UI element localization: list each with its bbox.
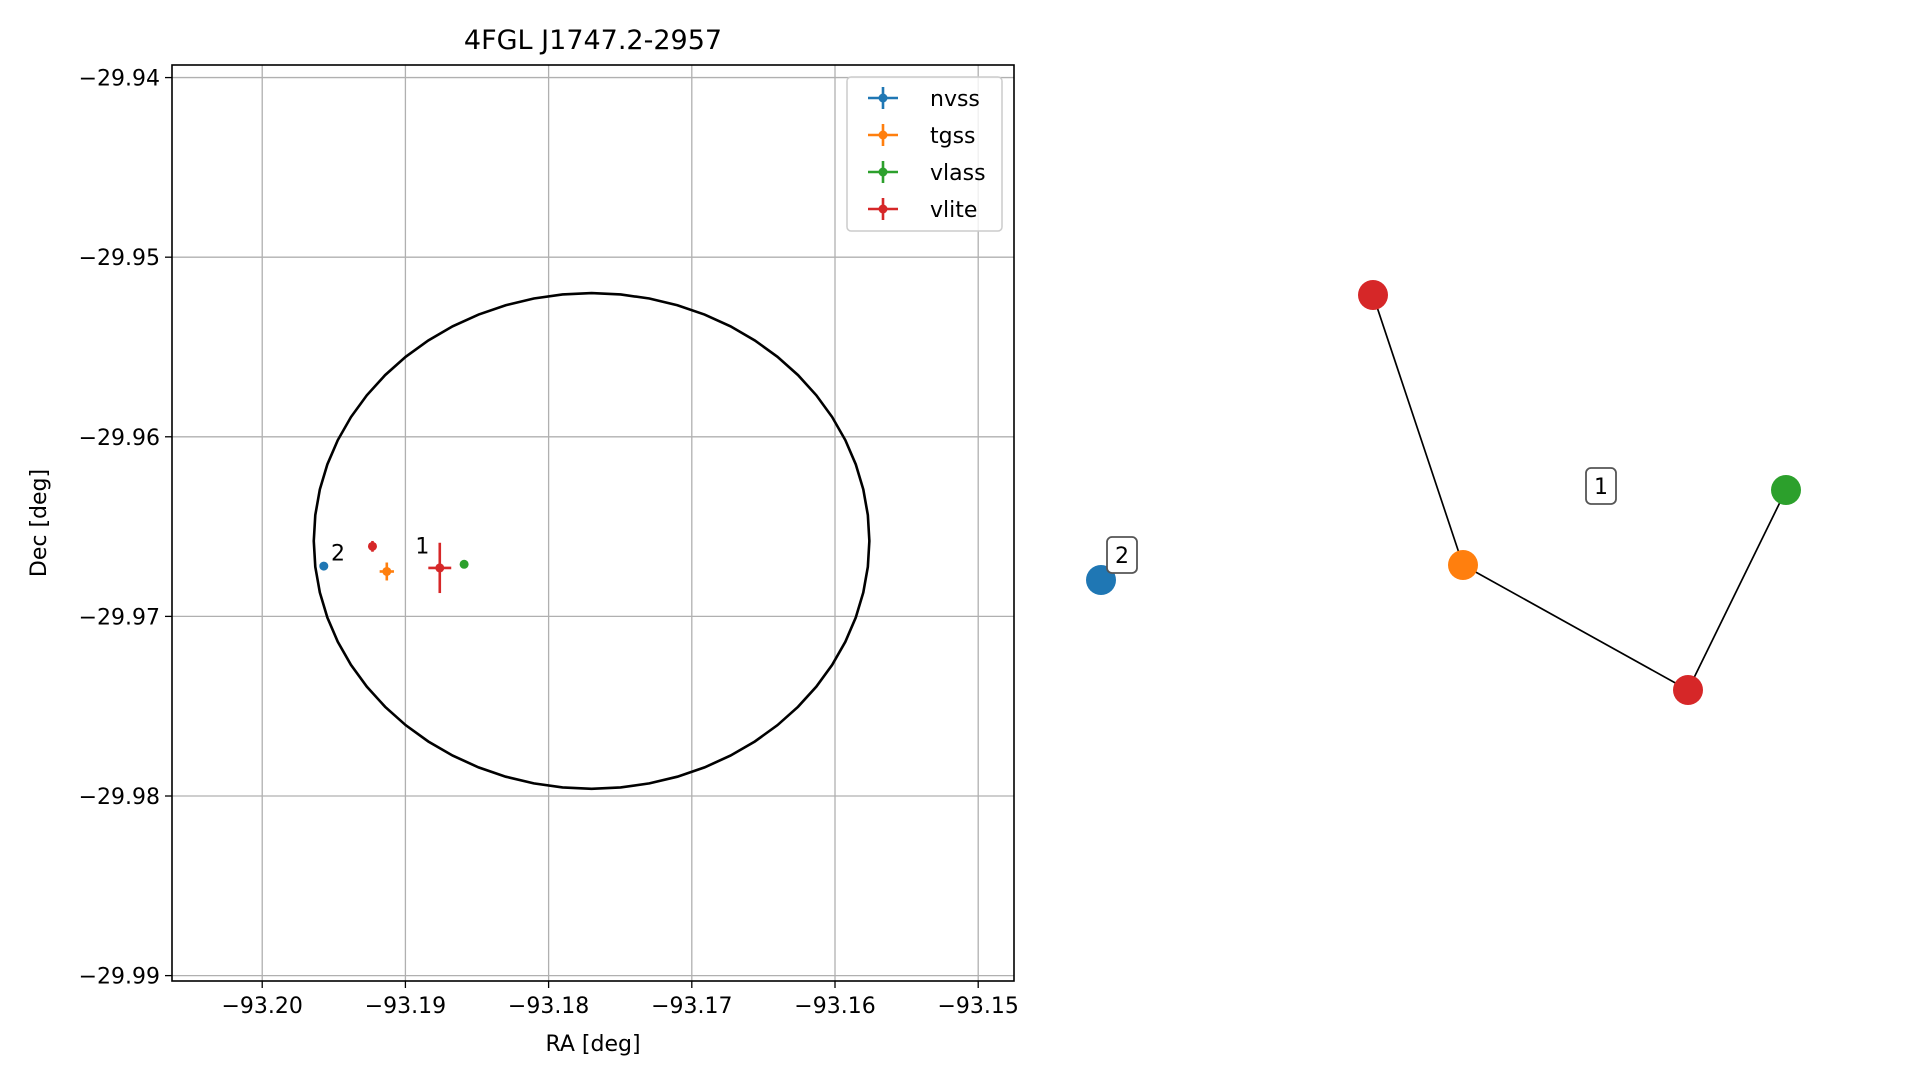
plot-frame <box>171 64 1015 982</box>
legend: nvss tgss vlass vlite <box>846 76 1003 232</box>
x-axis-label: RA [deg] <box>545 1032 640 1057</box>
y-tick-label: −29.96 <box>79 426 160 451</box>
legend-entries: nvss tgss vlass vlite <box>868 87 986 223</box>
component-label-box <box>1106 536 1138 574</box>
nodes-layer <box>1086 280 1801 705</box>
point-marker <box>382 566 392 576</box>
scatter-chart: 4FGL J1747.2-2957 −93.20 −93.19 −93.18 −93.… <box>27 25 1019 1057</box>
data-point-nvss <box>319 561 329 571</box>
legend-entry-nvss: nvss <box>868 87 980 112</box>
point-annotation: 1 <box>415 535 429 560</box>
data-point-vlite <box>367 540 377 552</box>
y-tick-label: −29.97 <box>79 605 160 630</box>
legend-label: vlass <box>930 161 986 186</box>
graph-node <box>1358 280 1388 310</box>
legend-swatch-dot <box>878 204 888 214</box>
legend-box <box>846 76 1003 232</box>
x-tick-label: −93.15 <box>937 994 1018 1019</box>
component-label-text: 1 <box>1594 475 1608 500</box>
y-tick-label: −29.98 <box>79 785 160 810</box>
y-axis-ticks: −29.94 −29.95 −29.96 −29.97 −29.98 −29.99 <box>79 67 172 990</box>
x-tick-label: −93.18 <box>508 994 589 1019</box>
confidence-circle <box>312 291 871 791</box>
legend-label: tgss <box>930 124 976 149</box>
graph-edge <box>1687 489 1787 691</box>
chart-title: 4FGL J1747.2-2957 <box>464 25 722 56</box>
component-label: 1 <box>1585 467 1617 505</box>
y-tick-label: −29.94 <box>79 67 160 92</box>
x-tick-label: −93.16 <box>794 994 875 1019</box>
graph-node <box>1448 550 1478 580</box>
legend-entry-vlite: vlite <box>868 198 977 223</box>
legend-entry-tgss: tgss <box>868 124 976 149</box>
point-marker <box>319 561 329 571</box>
component-label-text: 2 <box>1115 544 1129 569</box>
circle-layer <box>312 291 871 791</box>
component-labels-layer: 21 <box>1106 467 1617 574</box>
x-tick-label: −93.17 <box>651 994 732 1019</box>
legend-entry-vlass: vlass <box>868 161 986 186</box>
data-point-vlite <box>428 542 452 594</box>
component-label-box <box>1585 467 1617 505</box>
point-annotation: 2 <box>331 542 345 567</box>
edges-layer <box>1372 294 1787 691</box>
component-label: 2 <box>1106 536 1138 574</box>
legend-swatch-dot <box>878 130 888 140</box>
graph-node <box>1771 475 1801 505</box>
y-tick-label: −29.95 <box>79 246 160 271</box>
graph-node <box>1673 675 1703 705</box>
legend-swatch-dot <box>878 93 888 103</box>
legend-label: nvss <box>930 87 980 112</box>
x-tick-label: −93.19 <box>365 994 446 1019</box>
network-graph: 21 <box>1086 280 1801 705</box>
graph-edge <box>1372 294 1464 566</box>
point-marker <box>367 541 377 551</box>
data-point-vlass <box>459 559 469 569</box>
point-marker <box>435 563 445 573</box>
points-layer <box>319 540 469 594</box>
y-tick-label: −29.99 <box>79 965 160 990</box>
y-axis-label: Dec [deg] <box>27 469 52 577</box>
legend-swatch-dot <box>878 167 888 177</box>
legend-label: vlite <box>930 198 977 223</box>
x-axis-ticks: −93.20 −93.19 −93.18 −93.17 −93.16 −93.15 <box>222 981 1019 1019</box>
graph-edge <box>1462 564 1689 691</box>
data-point-tgss <box>379 562 394 581</box>
point-marker <box>459 559 469 569</box>
x-tick-label: −93.20 <box>222 994 303 1019</box>
